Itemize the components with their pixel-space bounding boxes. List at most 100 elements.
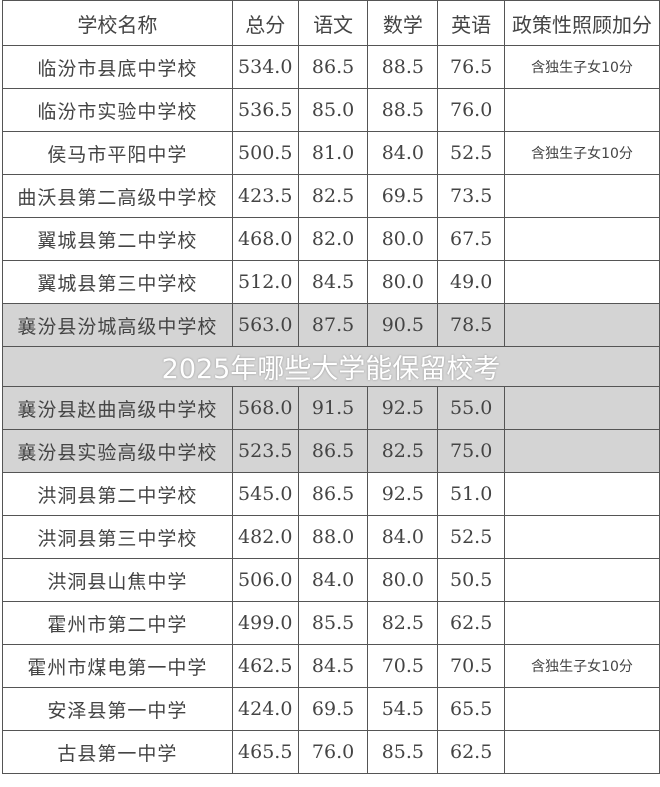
math-score: 54.5 bbox=[367, 687, 439, 731]
total-score: 568.0 bbox=[231, 386, 299, 430]
bonus-note bbox=[504, 515, 660, 559]
bonus-note: 含独生子女10分 bbox=[504, 644, 660, 688]
column-header: 语文 bbox=[297, 0, 369, 46]
bonus-note bbox=[504, 174, 660, 218]
bonus-note bbox=[504, 472, 660, 516]
math-score: 84.0 bbox=[367, 515, 439, 559]
table-row: 霍州市煤电第一中学 462.5 84.5 70.5 70.5 含独生子女10分 bbox=[2, 644, 660, 688]
bonus-note bbox=[504, 730, 660, 774]
bonus-note bbox=[504, 601, 660, 645]
english-score: 75.0 bbox=[437, 429, 506, 473]
math-score: 80.0 bbox=[367, 558, 439, 602]
school-name: 曲沃县第二高级中学校 bbox=[2, 174, 233, 218]
table-row: 襄汾县赵曲高级中学校 568.0 91.5 92.5 55.0 bbox=[2, 386, 660, 430]
column-header: 学校名称 bbox=[2, 0, 233, 46]
total-score: 468.0 bbox=[231, 217, 299, 261]
table-row: 翼城县第二中学校 468.0 82.0 80.0 67.5 bbox=[2, 217, 660, 261]
math-score: 80.0 bbox=[367, 217, 439, 261]
bonus-note bbox=[504, 217, 660, 261]
chinese-score: 85.0 bbox=[297, 88, 369, 132]
bonus-note bbox=[504, 303, 660, 347]
table-row: 临汾市实验中学校 536.5 85.0 88.5 76.0 bbox=[2, 88, 660, 132]
math-score: 82.5 bbox=[367, 601, 439, 645]
chinese-score: 81.0 bbox=[297, 131, 369, 175]
english-score: 49.0 bbox=[437, 260, 506, 304]
header-row: 学校名称 总分 语文 数学 英语 政策性照顾加分 bbox=[2, 0, 660, 46]
english-score: 65.5 bbox=[437, 687, 506, 731]
chinese-score: 86.5 bbox=[297, 472, 369, 516]
chinese-score: 85.5 bbox=[297, 601, 369, 645]
column-header: 数学 bbox=[367, 0, 439, 46]
school-name: 翼城县第三中学校 bbox=[2, 260, 233, 304]
math-score: 88.5 bbox=[367, 88, 439, 132]
total-score: 545.0 bbox=[231, 472, 299, 516]
bonus-note: 含独生子女10分 bbox=[504, 45, 660, 89]
school-name: 襄汾县实验高级中学校 bbox=[2, 429, 233, 473]
chinese-score: 86.5 bbox=[297, 45, 369, 89]
bonus-note bbox=[504, 429, 660, 473]
school-name: 侯马市平阳中学 bbox=[2, 131, 233, 175]
english-score: 70.5 bbox=[437, 644, 506, 688]
school-name: 临汾市实验中学校 bbox=[2, 88, 233, 132]
school-name: 襄汾县赵曲高级中学校 bbox=[2, 386, 233, 430]
english-score: 62.5 bbox=[437, 730, 506, 774]
table-row: 洪洞县山焦中学 506.0 84.0 80.0 50.5 bbox=[2, 558, 660, 602]
chinese-score: 84.5 bbox=[297, 260, 369, 304]
english-score: 51.0 bbox=[437, 472, 506, 516]
column-header: 英语 bbox=[437, 0, 506, 46]
english-score: 52.5 bbox=[437, 131, 506, 175]
english-score: 78.5 bbox=[437, 303, 506, 347]
table-row: 襄汾县汾城高级中学校 563.0 87.5 90.5 78.5 bbox=[2, 303, 660, 347]
total-score: 523.5 bbox=[231, 429, 299, 473]
chinese-score: 88.0 bbox=[297, 515, 369, 559]
total-score: 500.5 bbox=[231, 131, 299, 175]
chinese-score: 87.5 bbox=[297, 303, 369, 347]
table-row: 洪洞县第三中学校 482.0 88.0 84.0 52.5 bbox=[2, 515, 660, 559]
table-row: 古县第一中学 465.5 76.0 85.5 62.5 bbox=[2, 730, 660, 774]
school-name: 霍州市煤电第一中学 bbox=[2, 644, 233, 688]
school-name: 霍州市第二中学 bbox=[2, 601, 233, 645]
chinese-score: 91.5 bbox=[297, 386, 369, 430]
watermark-text: 2025年哪些大学能保留校考 bbox=[2, 346, 660, 387]
chinese-score: 76.0 bbox=[297, 730, 369, 774]
total-score: 423.5 bbox=[231, 174, 299, 218]
bonus-note bbox=[504, 558, 660, 602]
table-row: 襄汾县实验高级中学校 523.5 86.5 82.5 75.0 bbox=[2, 429, 660, 473]
table-row: 霍州市第二中学 499.0 85.5 82.5 62.5 bbox=[2, 601, 660, 645]
english-score: 55.0 bbox=[437, 386, 506, 430]
school-name: 洪洞县第二中学校 bbox=[2, 472, 233, 516]
math-score: 80.0 bbox=[367, 260, 439, 304]
total-score: 482.0 bbox=[231, 515, 299, 559]
chinese-score: 84.0 bbox=[297, 558, 369, 602]
school-name: 临汾市县底中学校 bbox=[2, 45, 233, 89]
total-score: 424.0 bbox=[231, 687, 299, 731]
bonus-note bbox=[504, 687, 660, 731]
school-name: 翼城县第二中学校 bbox=[2, 217, 233, 261]
table-row: 曲沃县第二高级中学校 423.5 82.5 69.5 73.5 bbox=[2, 174, 660, 218]
watermark-band: 2025年哪些大学能保留校考 bbox=[2, 346, 660, 387]
english-score: 67.5 bbox=[437, 217, 506, 261]
school-name: 襄汾县汾城高级中学校 bbox=[2, 303, 233, 347]
school-name: 古县第一中学 bbox=[2, 730, 233, 774]
math-score: 88.5 bbox=[367, 45, 439, 89]
english-score: 73.5 bbox=[437, 174, 506, 218]
column-header: 总分 bbox=[231, 0, 299, 46]
english-score: 76.5 bbox=[437, 45, 506, 89]
school-name: 洪洞县山焦中学 bbox=[2, 558, 233, 602]
table-row: 侯马市平阳中学 500.5 81.0 84.0 52.5 含独生子女10分 bbox=[2, 131, 660, 175]
total-score: 465.5 bbox=[231, 730, 299, 774]
bonus-note: 含独生子女10分 bbox=[504, 131, 660, 175]
english-score: 52.5 bbox=[437, 515, 506, 559]
chinese-score: 84.5 bbox=[297, 644, 369, 688]
chinese-score: 86.5 bbox=[297, 429, 369, 473]
math-score: 82.5 bbox=[367, 429, 439, 473]
math-score: 84.0 bbox=[367, 131, 439, 175]
total-score: 536.5 bbox=[231, 88, 299, 132]
total-score: 512.0 bbox=[231, 260, 299, 304]
bonus-note bbox=[504, 260, 660, 304]
table-row: 翼城县第三中学校 512.0 84.5 80.0 49.0 bbox=[2, 260, 660, 304]
chinese-score: 82.5 bbox=[297, 174, 369, 218]
table-row: 安泽县第一中学 424.0 69.5 54.5 65.5 bbox=[2, 687, 660, 731]
math-score: 92.5 bbox=[367, 386, 439, 430]
